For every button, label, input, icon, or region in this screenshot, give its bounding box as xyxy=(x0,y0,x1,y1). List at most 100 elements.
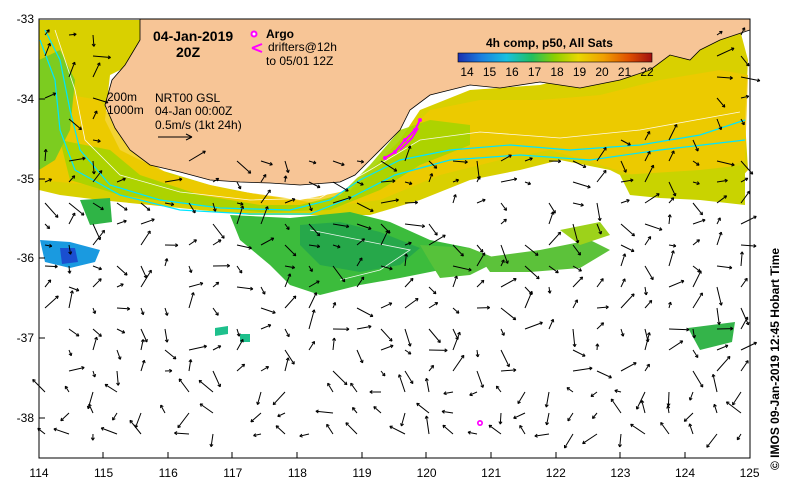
velocity-arrow-head xyxy=(73,32,77,35)
velocity-arrow-head xyxy=(151,218,155,220)
velocity-arrow xyxy=(380,370,386,377)
velocity-arrow xyxy=(548,286,551,294)
velocity-arrow-head xyxy=(536,252,539,256)
velocity-arrow xyxy=(212,223,225,239)
velocity-arrow-head xyxy=(313,292,317,295)
velocity-arrow xyxy=(356,276,365,288)
velocity-arrow-head xyxy=(539,321,543,323)
velocity-arrow xyxy=(441,410,454,414)
velocity-arrow xyxy=(92,370,96,378)
velocity-arrow xyxy=(284,273,291,288)
map-date: 04-Jan-2019 xyxy=(153,28,234,44)
velocity-arrow xyxy=(356,202,374,212)
velocity-arrow xyxy=(644,193,660,204)
shelf-contours xyxy=(54,29,741,281)
velocity-arrow-head xyxy=(718,231,722,235)
velocity-arrow-head xyxy=(699,292,703,295)
velocity-arrow-head xyxy=(480,279,484,282)
velocity-arrow-head xyxy=(166,339,169,343)
velocity-arrow xyxy=(380,230,389,246)
velocity-arrow-head xyxy=(633,232,635,237)
velocity-arrow-head xyxy=(464,159,468,163)
velocity-arrow xyxy=(476,370,484,388)
velocity-arrow-head xyxy=(72,61,75,65)
velocity-arrow-head xyxy=(737,438,741,441)
velocity-arrow-head xyxy=(609,374,612,378)
velocity-arrow xyxy=(44,29,50,36)
velocity-arrow xyxy=(404,181,413,185)
velocity-arrow-head xyxy=(429,173,433,176)
velocity-arrow-head xyxy=(240,205,244,209)
velocity-arrow-head xyxy=(97,139,101,142)
velocity-arrow-head xyxy=(720,126,723,130)
velocity-arrow-head xyxy=(424,415,427,419)
velocity-arrow xyxy=(92,34,95,47)
velocity-arrow-head xyxy=(98,170,102,173)
velocity-arrow xyxy=(188,202,196,214)
velocity-arrow xyxy=(92,170,103,183)
velocity-arrow-head xyxy=(592,417,596,419)
velocity-arrow xyxy=(284,265,295,269)
velocity-arrow xyxy=(716,356,731,372)
velocity-arrow xyxy=(404,328,411,347)
velocity-arrow-head xyxy=(56,214,59,218)
velocity-arrow xyxy=(164,202,174,206)
velocity-arrow xyxy=(135,412,142,428)
velocity-arrow xyxy=(44,295,59,309)
velocity-arrow xyxy=(389,425,406,435)
velocity-arrow-head xyxy=(49,243,53,247)
velocity-arrow xyxy=(260,286,266,295)
velocity-arrow xyxy=(356,349,364,364)
colorbar-tick-label: 21 xyxy=(617,65,632,79)
velocity-arrow xyxy=(668,280,685,288)
velocity-arrow xyxy=(630,423,646,435)
velocity-arrow xyxy=(68,62,76,78)
velocity-arrow xyxy=(308,309,315,330)
velocity-arrow xyxy=(44,43,51,57)
lon-tick-label: 119 xyxy=(352,466,372,480)
velocity-arrow xyxy=(524,181,531,185)
velocity-arrow xyxy=(692,202,703,216)
velocity-arrow xyxy=(644,265,654,280)
velocity-arrow xyxy=(566,387,574,393)
velocity-arrow-head xyxy=(100,333,102,337)
velocity-arrow xyxy=(140,265,147,279)
velocity-arrow xyxy=(706,433,718,448)
velocity-arrow xyxy=(524,322,543,330)
velocity-arrow xyxy=(564,433,574,449)
velocity-arrow xyxy=(469,391,478,396)
velocity-arrow xyxy=(140,202,151,211)
velocity-arrow-head xyxy=(409,181,413,185)
velocity-arrow-head xyxy=(650,164,654,168)
velocity-arrow-head xyxy=(317,184,321,188)
velocity-arrow xyxy=(500,178,517,183)
velocity-arrow xyxy=(140,339,144,351)
velocity-arrow-head xyxy=(99,266,102,270)
velocity-arrow xyxy=(716,195,727,204)
velocity-arrow xyxy=(620,179,634,183)
velocity-arrow xyxy=(644,363,650,372)
velocity-arrow xyxy=(425,378,430,393)
velocity-arrow xyxy=(572,202,584,206)
velocity-arrow-head xyxy=(345,381,348,385)
lon-tick-label: 115 xyxy=(94,466,114,480)
velocity-arrow xyxy=(116,202,128,211)
velocity-arrow-head xyxy=(646,332,650,335)
velocity-arrow-head xyxy=(574,343,577,347)
velocity-arrow-head xyxy=(226,263,230,267)
velocity-arrow xyxy=(116,265,128,276)
velocity-arrow xyxy=(572,276,583,288)
velocity-arrow xyxy=(716,286,722,306)
velocity-arrow xyxy=(582,433,598,445)
velocity-arrow-head xyxy=(647,338,650,342)
velocity-arrow-head xyxy=(54,264,58,268)
velocity-arrow-head xyxy=(698,270,702,273)
velocity-arrow xyxy=(212,370,221,388)
velocity-arrow xyxy=(212,345,222,351)
velocity-arrow xyxy=(488,424,502,435)
velocity-arrow xyxy=(260,189,271,204)
velocity-arrow xyxy=(92,55,111,58)
velocity-arrow xyxy=(692,265,701,272)
velocity-arrow-head xyxy=(337,244,341,248)
velocity-arrow xyxy=(596,170,607,183)
